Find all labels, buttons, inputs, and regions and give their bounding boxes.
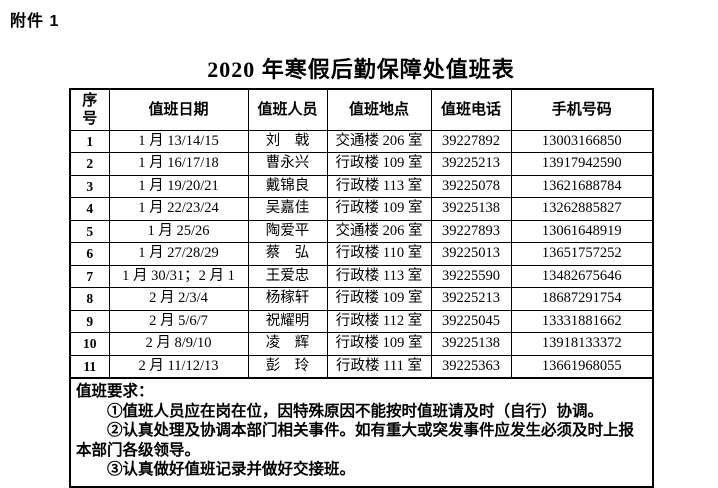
cell-duty-phone: 39225213 bbox=[430, 287, 512, 311]
cell-duty-phone: 39225013 bbox=[430, 242, 512, 266]
column-header-duty-location: 值班地点 bbox=[326, 90, 432, 131]
cell-duty-date: 1 月 22/23/24 bbox=[108, 197, 249, 221]
cell-duty-location: 行政楼 109 室 bbox=[326, 332, 432, 356]
cell-duty-location: 交通楼 206 室 bbox=[326, 129, 432, 153]
cell-duty-phone: 39225213 bbox=[430, 152, 512, 176]
cell-duty-phone: 39225045 bbox=[430, 309, 512, 333]
cell-index: 8 bbox=[71, 287, 110, 311]
cell-mobile-number: 13061648919 bbox=[510, 219, 652, 243]
page-title: 2020 年寒假后勤保障处值班表 bbox=[207, 57, 515, 82]
duty-notes: 值班要求： ①值班人员应在岗在位，因特殊原因不能按时值班请及时（自行）协调。 ②认… bbox=[71, 378, 652, 486]
cell-duty-date: 1 月 25/26 bbox=[108, 219, 249, 243]
cell-index: 2 bbox=[71, 152, 110, 176]
cell-index: 5 bbox=[71, 219, 110, 243]
cell-index: 1 bbox=[71, 129, 110, 153]
cell-duty-phone: 39227893 bbox=[430, 219, 512, 243]
column-header-duty-phone: 值班电话 bbox=[430, 90, 512, 131]
cell-duty-phone: 39225138 bbox=[430, 332, 512, 356]
cell-duty-date: 2 月 11/12/13 bbox=[108, 354, 249, 378]
cell-index: 4 bbox=[71, 197, 110, 221]
cell-duty-date: 1 月 19/20/21 bbox=[108, 174, 249, 198]
note-item: ②认真处理及协调本部门相关事件。如有重大或突发事件应发生必须及时上报本部门各级领… bbox=[76, 422, 635, 459]
cell-duty-phone: 39227892 bbox=[430, 129, 512, 153]
cell-duty-date: 2 月 2/3/4 bbox=[108, 287, 249, 311]
cell-duty-location: 行政楼 110 室 bbox=[326, 242, 432, 266]
header-row: 序号 值班日期 值班人员 值班地点 值班电话 手机号码 bbox=[71, 90, 652, 131]
cell-index: 7 bbox=[71, 264, 110, 288]
cell-duty-person: 王爱忠 bbox=[247, 264, 328, 288]
cell-mobile-number: 13918133372 bbox=[510, 332, 652, 356]
cell-duty-date: 1 月 30/31；2 月 1 bbox=[108, 264, 249, 288]
cell-index: 6 bbox=[71, 242, 110, 266]
cell-duty-location: 交通楼 206 室 bbox=[326, 219, 432, 243]
cell-duty-date: 1 月 16/17/18 bbox=[108, 152, 249, 176]
table-row: 10 2 月 8/9/10 凌 辉行政楼 109 室 39225138 13918133… bbox=[71, 332, 652, 356]
cell-duty-phone: 39225590 bbox=[430, 264, 512, 288]
column-header-duty-date: 值班日期 bbox=[108, 90, 249, 131]
cell-duty-person: 刘 戟 bbox=[247, 129, 328, 153]
cell-duty-person: 彭 玲 bbox=[247, 354, 328, 378]
duty-table-header: 序号 值班日期 值班人员 值班地点 值班电话 手机号码 bbox=[71, 90, 652, 131]
cell-mobile-number: 13003166850 bbox=[510, 129, 652, 153]
cell-duty-location: 行政楼 111 室 bbox=[326, 354, 432, 378]
cell-duty-location: 行政楼 112 室 bbox=[326, 309, 432, 333]
note-item: ③认真做好值班记录并做好交接班。 bbox=[107, 461, 356, 478]
cell-mobile-number: 13917942590 bbox=[510, 152, 652, 176]
cell-mobile-number: 13331881662 bbox=[510, 309, 652, 333]
cell-duty-person: 吴嘉佳 bbox=[247, 197, 328, 221]
note-item: ①值班人员应在岗在位，因特殊原因不能按时值班请及时（自行）协调。 bbox=[107, 402, 604, 420]
cell-index: 9 bbox=[71, 309, 110, 333]
cell-mobile-number: 13621688784 bbox=[510, 174, 652, 198]
cell-duty-date: 1 月 13/14/15 bbox=[108, 129, 249, 153]
cell-index: 10 bbox=[71, 332, 110, 356]
attachment-label: 附件 1 bbox=[10, 13, 60, 30]
cell-duty-person: 戴锦良 bbox=[247, 174, 328, 198]
cell-mobile-number: 13482675646 bbox=[510, 264, 652, 288]
column-header-index: 序号 bbox=[71, 90, 110, 131]
cell-mobile-number: 13262885827 bbox=[510, 197, 652, 221]
cell-duty-location: 行政楼 109 室 bbox=[326, 152, 432, 176]
cell-duty-date: 1 月 27/28/29 bbox=[108, 242, 249, 266]
cell-duty-person: 祝耀明 bbox=[247, 309, 328, 333]
cell-duty-date: 2 月 5/6/7 bbox=[108, 309, 249, 333]
notes-heading: 值班要求： bbox=[76, 383, 154, 400]
cell-mobile-number: 18687291754 bbox=[510, 287, 652, 311]
cell-duty-phone: 39225078 bbox=[430, 174, 512, 198]
cell-duty-person: 凌 辉 bbox=[247, 332, 328, 356]
table-row: 11 2 月 11/12/13 彭 玲行政楼 111 室 39225363 136619… bbox=[71, 354, 652, 378]
cell-duty-location: 行政楼 109 室 bbox=[326, 287, 432, 311]
cell-duty-phone: 39225138 bbox=[430, 197, 512, 221]
cell-duty-location: 行政楼 113 室 bbox=[326, 174, 432, 198]
cell-duty-phone: 39225363 bbox=[430, 354, 512, 378]
cell-duty-location: 行政楼 113 室 bbox=[326, 264, 432, 288]
cell-duty-person: 蔡 弘 bbox=[247, 242, 328, 266]
cell-index: 11 bbox=[71, 354, 110, 378]
cell-mobile-number: 13651757252 bbox=[510, 242, 652, 266]
cell-mobile-number: 13661968055 bbox=[510, 354, 652, 378]
cell-duty-person: 曹永兴 bbox=[247, 152, 328, 176]
column-header-mobile-number: 手机号码 bbox=[510, 90, 652, 131]
cell-index: 3 bbox=[71, 174, 110, 198]
cell-duty-date: 2 月 8/9/10 bbox=[108, 332, 249, 356]
cell-duty-person: 陶爱平 bbox=[247, 219, 328, 243]
cell-duty-person: 杨稼轩 bbox=[247, 287, 328, 311]
cell-duty-location: 行政楼 109 室 bbox=[326, 197, 432, 221]
column-header-duty-person: 值班人员 bbox=[247, 90, 328, 131]
